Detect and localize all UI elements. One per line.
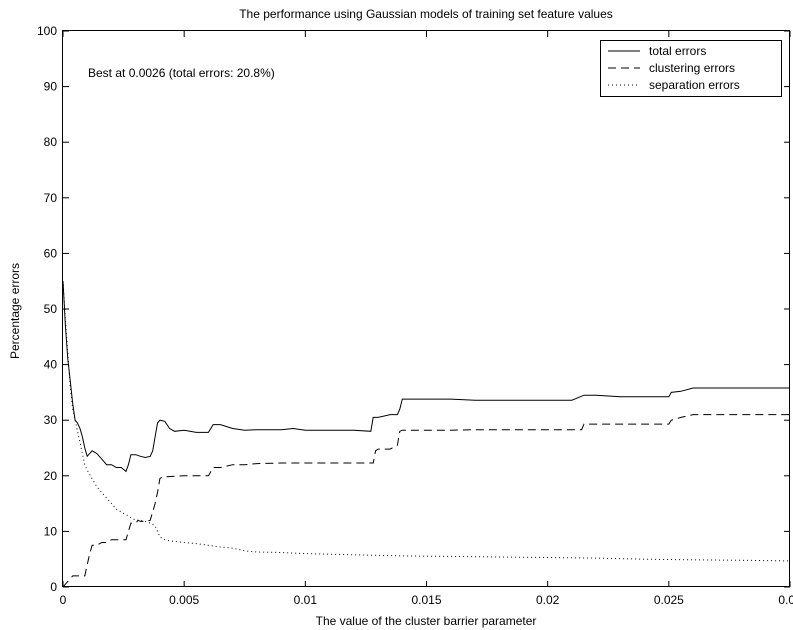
y-tick-label: 70 [44,191,58,205]
x-tick-label: 0.005 [169,593,199,607]
y-tick-label: 80 [44,135,58,149]
series-line-dotted [62,281,791,562]
legend-box [600,40,782,97]
y-tick-label: 30 [44,413,58,427]
y-tick-label: 90 [44,80,58,94]
y-tick-label: 60 [44,246,58,260]
best-annotation: Best at 0.0026 (total errors: 20.8%) [88,66,275,80]
y-axis-label: Percentage errors [8,263,22,359]
legend: total errors clustering errors separation … [600,40,782,97]
x-tick-label: 0.03 [778,593,793,607]
legend-label: clustering errors [649,61,735,75]
x-tick-label: 0 [60,593,67,607]
series-layer [62,281,791,588]
chart-title: The performance using Gaussian models of… [239,7,613,21]
x-tick-label: 0.025 [654,593,684,607]
x-tick-label: 0.01 [294,593,318,607]
y-tick-label: 50 [44,302,58,316]
legend-label: total errors [649,44,706,58]
x-axis-label: The value of the cluster barrier paramet… [316,614,537,628]
y-tick-label: 0 [50,580,57,594]
x-tick-label: 0.015 [411,593,441,607]
y-tick-label: 10 [44,524,58,538]
y-tick-label: 100 [37,24,57,38]
y-tick-label: 20 [44,469,58,483]
legend-label: separation errors [649,78,740,92]
axes-layer: 0 0.005 0.01 0.015 0.02 0.025 0.03 0 10 20 30 40 50 6… [37,24,793,607]
series-line-solid [62,281,790,473]
series-line-dashed [62,414,790,588]
x-tick-label: 0.02 [536,593,560,607]
y-tick-label: 40 [44,358,58,372]
